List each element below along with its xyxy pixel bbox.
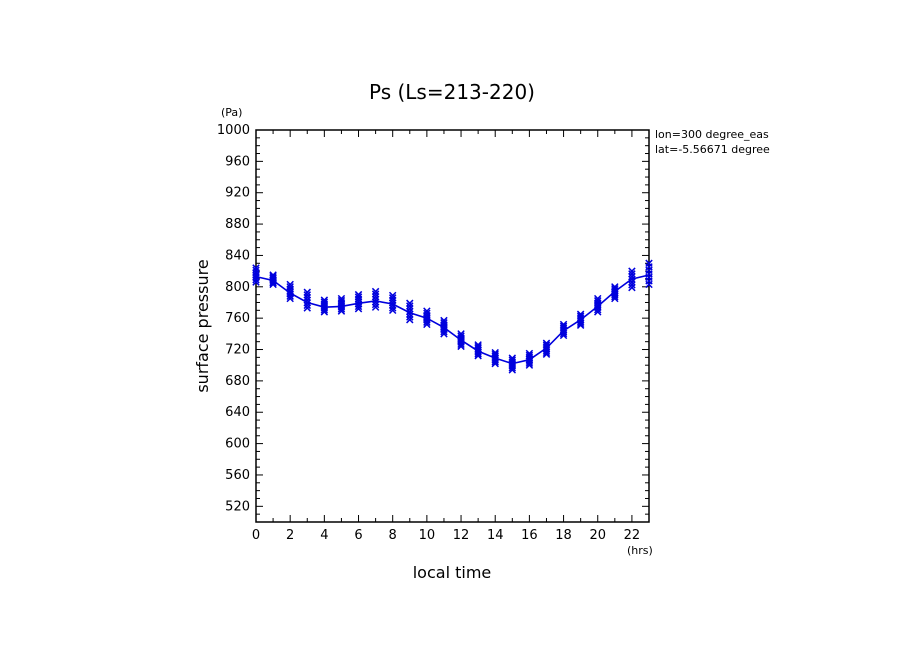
- data-point-marker: [269, 271, 277, 279]
- x-tick-label: 18: [555, 528, 572, 543]
- data-point-marker: [371, 290, 380, 298]
- data-point-marker: [474, 342, 482, 351]
- y-unit-label: (Pa): [221, 106, 242, 119]
- y-tick-label: 680: [225, 374, 250, 389]
- data-point-marker: [269, 272, 277, 281]
- data-point-marker: [508, 354, 517, 362]
- data-point-marker: [269, 274, 277, 282]
- data-point-marker: [388, 294, 397, 302]
- data-point-marker: [525, 349, 534, 358]
- data-point-marker: [406, 315, 414, 324]
- data-point-marker: [628, 272, 636, 281]
- y-tick-label: 800: [225, 280, 250, 295]
- lat-annotation: lat=-5.56671 degree: [655, 143, 770, 156]
- x-tick-label: 12: [453, 528, 470, 543]
- y-tick-label: 560: [225, 468, 250, 483]
- tick-labels: 5205606006406807207608008408809209601000…: [217, 123, 640, 543]
- data-point-marker: [645, 259, 653, 268]
- lon-annotation: lon=300 degree_eas: [655, 128, 769, 141]
- series-layer: [252, 259, 653, 374]
- data-point-marker: [337, 296, 346, 305]
- data-point-marker: [320, 298, 329, 306]
- data-point-marker: [337, 294, 346, 303]
- x-tick-label: 22: [624, 528, 641, 543]
- plot-frame: [255, 129, 650, 523]
- data-point-marker: [525, 351, 534, 360]
- x-tick-label: 20: [589, 528, 606, 543]
- data-point-marker: [406, 307, 414, 316]
- data-point-marker: [252, 264, 260, 272]
- data-point-marker: [559, 320, 568, 329]
- data-point-marker: [406, 305, 414, 313]
- data-point-marker: [474, 341, 482, 349]
- data-point-marker: [388, 291, 397, 300]
- chart-title: Ps (Ls=213-220): [369, 80, 535, 104]
- y-tick-label: 520: [225, 499, 250, 514]
- x-tick-label: 8: [389, 528, 397, 543]
- data-point-marker: [406, 299, 414, 307]
- axis-ticks: [255, 129, 650, 523]
- y-tick-label: 960: [225, 154, 250, 169]
- data-point-marker: [576, 312, 585, 320]
- series-line: [255, 274, 650, 365]
- x-tick-label: 10: [419, 528, 436, 543]
- data-point-marker: [252, 266, 260, 275]
- data-point-marker: [594, 294, 602, 303]
- data-point-marker: [559, 322, 568, 330]
- data-point-marker: [628, 281, 636, 289]
- data-point-marker: [406, 313, 414, 321]
- y-tick-label: 880: [225, 217, 250, 232]
- y-tick-label: 760: [225, 311, 250, 326]
- data-point-marker: [354, 293, 363, 301]
- data-point-marker: [286, 280, 294, 289]
- data-point-marker: [457, 330, 465, 338]
- y-axis-title: surface pressure: [193, 259, 212, 392]
- data-point-marker: [406, 302, 414, 310]
- y-tick-label: 720: [225, 343, 250, 358]
- data-point-marker: [457, 332, 465, 340]
- data-point-marker: [628, 283, 636, 292]
- x-tick-label: 14: [487, 528, 504, 543]
- data-point-marker: [628, 275, 636, 284]
- y-tick-label: 600: [225, 437, 250, 452]
- data-point-marker: [491, 348, 499, 357]
- y-tick-label: 1000: [217, 123, 250, 138]
- data-point-marker: [303, 288, 311, 297]
- x-axis-title: local time: [413, 563, 492, 582]
- data-point-marker: [628, 270, 636, 278]
- data-point-marker: [423, 309, 431, 318]
- data-point-marker: [628, 278, 636, 286]
- data-point-marker: [286, 283, 294, 291]
- x-tick-label: 0: [252, 528, 260, 543]
- data-point-marker: [371, 287, 380, 296]
- data-point-marker: [628, 267, 636, 275]
- data-point-marker: [423, 307, 431, 315]
- data-point-marker: [491, 350, 499, 359]
- data-point-marker: [440, 319, 448, 327]
- data-point-marker: [303, 291, 311, 299]
- x-unit-label: (hrs): [627, 544, 653, 557]
- data-point-marker: [542, 339, 551, 347]
- y-tick-label: 640: [225, 405, 250, 420]
- y-tick-label: 920: [225, 186, 250, 201]
- y-tick-label: 840: [225, 248, 250, 263]
- data-point-marker: [406, 310, 414, 318]
- data-point-marker: [440, 316, 448, 325]
- data-point-marker: [320, 296, 329, 304]
- data-point-marker: [611, 285, 619, 293]
- data-point-marker: [542, 341, 551, 349]
- data-point-marker: [508, 356, 517, 364]
- data-point-marker: [354, 290, 363, 299]
- x-tick-label: 16: [521, 528, 538, 543]
- x-tick-label: 4: [320, 528, 328, 543]
- x-tick-label: 2: [286, 528, 294, 543]
- x-tick-label: 6: [354, 528, 362, 543]
- data-point-marker: [576, 310, 585, 318]
- data-point-marker: [611, 283, 619, 291]
- data-point-marker: [594, 297, 602, 305]
